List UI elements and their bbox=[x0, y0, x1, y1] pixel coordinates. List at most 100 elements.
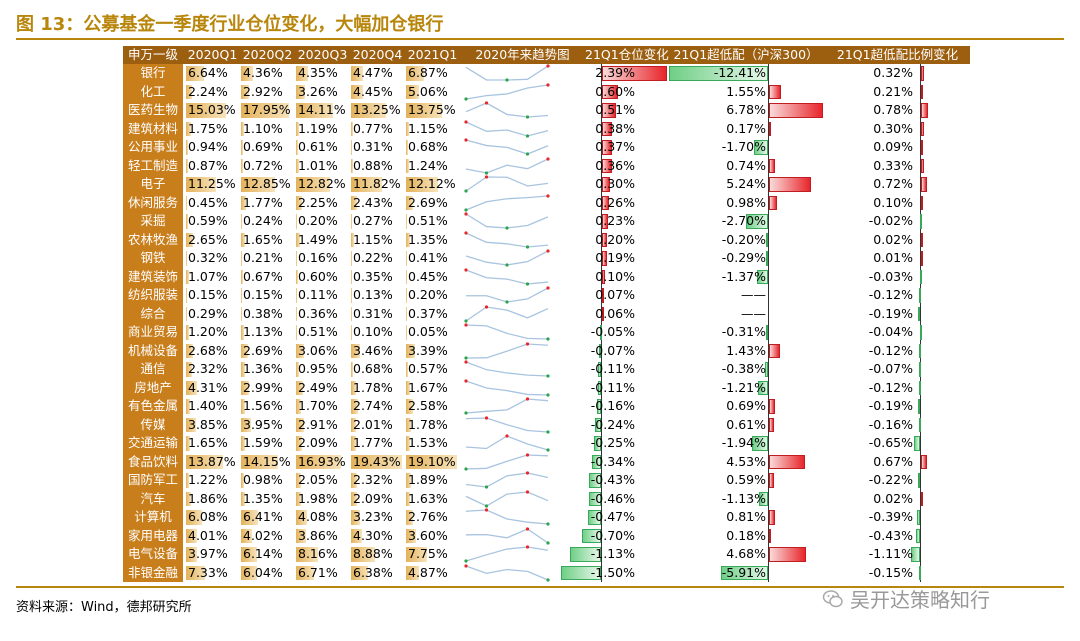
table-row: 商业贸易 1.20% 1.13% 0.51% 0.10% 0.05% -0.05% -0.31… bbox=[123, 323, 970, 342]
overweight-change-bar bbox=[921, 158, 924, 173]
position-change-bar bbox=[602, 121, 613, 136]
quarter-weight-cell: 1.13% bbox=[240, 323, 295, 342]
overweight-change-bar bbox=[921, 232, 923, 247]
weight-value: 1.98% bbox=[298, 490, 338, 506]
overweight-change-value: 0.10% bbox=[873, 194, 913, 210]
weight-value: 6.71% bbox=[298, 564, 338, 580]
weight-bar bbox=[351, 491, 357, 506]
weight-value: 1.40% bbox=[188, 398, 228, 413]
weight-bar bbox=[351, 195, 358, 210]
quarter-weight-cell: 2.05% bbox=[295, 471, 350, 490]
overweight-bar bbox=[769, 343, 781, 358]
quarter-weight-cell: 6.64% bbox=[185, 64, 240, 83]
overweight-bar bbox=[720, 565, 768, 580]
weight-value: 2.58% bbox=[408, 398, 448, 413]
weight-value: 11.25% bbox=[188, 176, 236, 191]
position-change-value: 0.38% bbox=[595, 120, 635, 136]
overweight-change-bar bbox=[919, 362, 922, 377]
overweight-change-value: -0.22% bbox=[868, 472, 913, 487]
trend-sparkline bbox=[465, 156, 550, 175]
quarter-weight-cell: 1.78% bbox=[405, 416, 460, 435]
position-change-value: -0.47% bbox=[590, 509, 635, 524]
industry-name: 家用电器 bbox=[123, 526, 183, 545]
title-rule bbox=[16, 38, 1064, 40]
overweight-bar bbox=[746, 214, 768, 229]
weight-bar bbox=[186, 528, 197, 543]
position-change-axis bbox=[601, 249, 602, 268]
overweight-value: -1.37% bbox=[721, 268, 766, 284]
position-change-value: 0.06% bbox=[595, 305, 635, 321]
overweight-change-value: 0.78% bbox=[873, 102, 913, 117]
weight-bar bbox=[186, 325, 190, 340]
quarter-weight-cell: 0.10% bbox=[350, 323, 405, 342]
position-change-bar bbox=[602, 232, 608, 247]
overweight-axis bbox=[768, 563, 769, 582]
table-row: 钢铁 0.32% 0.21% 0.16% 0.22% 0.41% 0.19% -0.29% 0.… bbox=[123, 249, 970, 268]
trend-min-point bbox=[464, 318, 468, 323]
weight-value: 2.91% bbox=[298, 416, 338, 432]
quarter-weight-cell: 0.36% bbox=[295, 305, 350, 324]
trend-sparkline bbox=[466, 286, 550, 304]
quarter-weight-cell: 0.35% bbox=[350, 268, 405, 287]
quarter-weight-cell: 13.75% bbox=[405, 101, 460, 120]
weight-value: 0.51% bbox=[298, 324, 338, 339]
industry-name: 纺织服装 bbox=[123, 286, 183, 305]
overweight-axis bbox=[768, 489, 769, 508]
weight-bar bbox=[241, 306, 242, 321]
quarter-weight-cell: 12.12% bbox=[405, 175, 460, 194]
quarter-weight-cell: 1.89% bbox=[405, 471, 460, 490]
overweight-change-bar bbox=[921, 177, 928, 192]
weight-bar bbox=[296, 547, 318, 562]
weight-value: 3.39% bbox=[408, 342, 448, 358]
overweight-value: 0.74% bbox=[726, 157, 766, 173]
weight-value: 1.20% bbox=[188, 324, 228, 339]
position-change-bar bbox=[591, 454, 601, 469]
position-change-axis bbox=[601, 230, 602, 249]
quarter-weight-cell: 4.08% bbox=[295, 508, 350, 527]
overweight-bar bbox=[758, 491, 768, 506]
trend-sparkline bbox=[465, 415, 550, 434]
trend-max-point bbox=[464, 212, 468, 216]
weight-value: 2.68% bbox=[188, 342, 228, 358]
quarter-weight-cell: 2.43% bbox=[350, 194, 405, 213]
position-change-value: -0.11% bbox=[590, 361, 635, 376]
weight-value: 6.41% bbox=[243, 509, 283, 524]
table-row: 银行 6.64% 4.36% 4.35% 4.47% 6.87% 2.39% -12.41% 0… bbox=[123, 64, 970, 83]
weight-value: 0.60% bbox=[298, 268, 338, 284]
overweight-change-value: -0.02% bbox=[868, 213, 913, 228]
overweight-change-bar bbox=[910, 547, 920, 562]
weight-bar bbox=[186, 380, 198, 395]
weight-value: 2.05% bbox=[298, 472, 338, 487]
trend-min-point bbox=[464, 466, 468, 471]
header-cell: 21Q1超低配（沪深300） bbox=[673, 47, 819, 62]
overweight-axis bbox=[768, 156, 769, 175]
weight-value: 0.20% bbox=[298, 213, 338, 228]
quarter-weight-cell: 19.10% bbox=[405, 453, 460, 472]
industry-name: 电子 bbox=[123, 175, 183, 194]
overweight-change-bar bbox=[918, 380, 921, 395]
watermark: 吴开达策略知行 bbox=[822, 584, 990, 613]
weight-value: 2.92% bbox=[243, 83, 283, 99]
trend-max-point bbox=[546, 249, 550, 253]
weight-value: 12.82% bbox=[298, 176, 346, 191]
quarter-weight-cell: 1.77% bbox=[240, 194, 295, 213]
quarter-weight-cell: 0.15% bbox=[185, 286, 240, 305]
overweight-bar bbox=[757, 269, 768, 284]
position-change-value: 0.30% bbox=[595, 176, 635, 191]
quarter-weight-cell: 6.04% bbox=[240, 564, 295, 583]
weight-value: 2.74% bbox=[353, 398, 393, 413]
weight-value: 2.99% bbox=[243, 379, 283, 395]
overweight-change-axis bbox=[920, 175, 921, 194]
position-change-axis bbox=[601, 156, 602, 175]
position-change-axis bbox=[601, 563, 602, 582]
trend-min-point bbox=[464, 355, 468, 360]
industry-name: 钢铁 bbox=[123, 249, 183, 268]
quarter-weight-cell: 1.59% bbox=[240, 434, 295, 453]
position-change-bar bbox=[602, 288, 604, 303]
quarter-weight-cell: 0.87% bbox=[185, 157, 240, 176]
weight-value: 11.82% bbox=[353, 176, 401, 191]
trend-line bbox=[465, 453, 549, 470]
weight-value: 2.65% bbox=[188, 231, 228, 247]
trend-line bbox=[465, 176, 549, 192]
position-change-axis bbox=[601, 82, 602, 101]
